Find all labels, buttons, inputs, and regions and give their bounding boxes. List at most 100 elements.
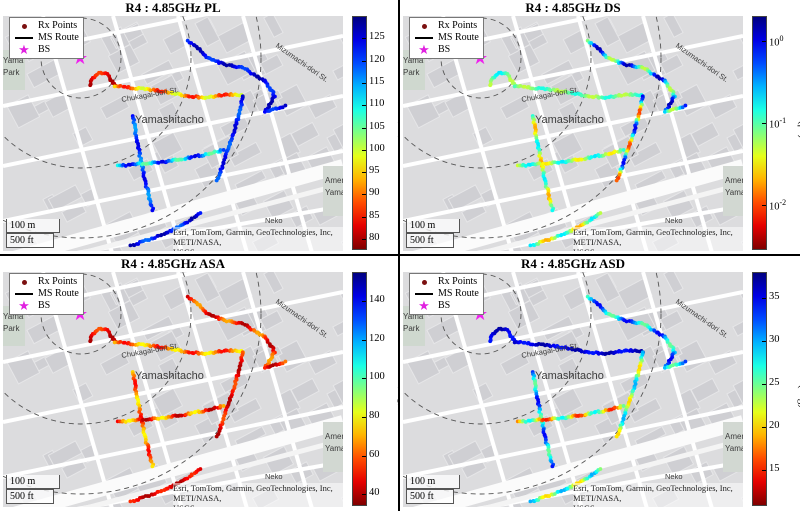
colorbar-tick (762, 469, 766, 471)
chart-panel: R4 : 4.85GHz PL Yamashitacho Chukagai-dori… (0, 0, 398, 255)
legend-route: MS Route (414, 32, 479, 44)
building-block (732, 117, 743, 149)
route-line-icon (415, 37, 433, 39)
park-area (3, 306, 25, 346)
chart-title: R4 : 4.85GHz DS (525, 0, 621, 15)
legend-bs-label: BS (38, 300, 51, 311)
rx-point (621, 161, 626, 166)
legend-rx-label: Rx Points (438, 276, 478, 287)
colorbar-tick-label: 80 (369, 410, 380, 421)
street (403, 34, 743, 108)
building-block (732, 57, 743, 81)
rx-point (518, 339, 523, 344)
rx-point (680, 105, 685, 110)
rx-point (196, 351, 201, 356)
rx-point (150, 464, 155, 469)
map-svg (3, 16, 343, 251)
colorbar-tick-label: 125 (369, 31, 385, 43)
rx-point (547, 193, 551, 198)
rx-dot-icon (421, 279, 427, 285)
rx-point (149, 459, 154, 464)
rx-point (618, 148, 623, 152)
rx-point (512, 84, 517, 89)
colorbar-tick-label: 140 (369, 294, 385, 305)
rx-point (185, 476, 190, 481)
rx-point (160, 89, 165, 94)
building-block (552, 387, 584, 418)
colorbar-tick (362, 82, 366, 84)
rx-point (566, 90, 571, 95)
colorbar-tick-label: 30 (769, 333, 780, 345)
rx-point (683, 103, 688, 108)
map-credit: Esri, TomTom, Garmin, GeoTechnologies, I… (173, 483, 343, 507)
colorbar-tick-label: 100 (369, 142, 385, 154)
rx-point (179, 157, 184, 162)
rx-point (189, 41, 194, 45)
legend-rx: Rx Points (14, 276, 79, 288)
rx-point (218, 148, 223, 152)
area-label: Yamashitacho (135, 114, 204, 126)
rx-point (147, 193, 151, 198)
basemap: Yamashitacho Chukagai-dori St. Mizumachi-d… (3, 16, 343, 251)
rx-point (604, 95, 608, 100)
rx-point (579, 413, 584, 418)
street (576, 272, 649, 507)
rx-point (556, 89, 561, 94)
colorbar-tick (362, 216, 366, 218)
scale-metric: 100 m (6, 219, 60, 233)
building-block (99, 95, 130, 120)
building-block (339, 280, 343, 315)
building-block (194, 272, 221, 304)
rx-dot-icon (21, 279, 27, 285)
rx-point (141, 161, 146, 166)
rx-point (613, 350, 618, 354)
building-block (594, 16, 621, 48)
rx-point (193, 409, 198, 414)
legend-rx-label: Rx Points (38, 20, 78, 31)
colorbar-tick (362, 339, 366, 341)
building-block (739, 280, 743, 315)
rx-point (179, 413, 184, 418)
rx-point (156, 89, 161, 94)
building-block (157, 101, 182, 126)
legend-route-label: MS Route (438, 288, 479, 299)
rx-point (604, 351, 608, 356)
rx-point (197, 154, 202, 159)
rx-point (541, 161, 546, 166)
map-credit: Esri, TomTom, Garmin, GeoTechnologies, I… (173, 227, 343, 251)
rx-point (189, 155, 194, 159)
street (576, 16, 649, 251)
building-block (675, 83, 709, 117)
building-block (259, 309, 284, 331)
poi-label: Yama (325, 188, 343, 197)
legend-bs-label: BS (438, 300, 451, 311)
rx-point (143, 437, 148, 442)
colorbar (352, 16, 367, 250)
rx-point (237, 364, 242, 369)
building-block (47, 440, 83, 469)
building-block (663, 16, 684, 38)
chart-title: R4 : 4.85GHz ASD (521, 256, 625, 271)
rx-dot-icon (21, 23, 27, 29)
rx-point (198, 467, 203, 471)
rx-point (166, 158, 171, 163)
rx-point (187, 350, 192, 355)
poi-label: Yama (325, 444, 343, 453)
poi-label: Amer (325, 176, 343, 185)
colorbar-tick (762, 122, 766, 124)
legend-bs: ★ BS (414, 43, 479, 56)
rx-point (221, 148, 226, 152)
colorbar-tick-label: 20 (769, 419, 780, 431)
rx-point (560, 89, 565, 94)
rx-point (537, 403, 542, 408)
rx-point (488, 82, 493, 86)
scale-bar: 100 m 500 ft (406, 219, 460, 248)
rx-point (683, 359, 688, 364)
legend-route-label: MS Route (438, 32, 479, 43)
rx-point (221, 161, 226, 166)
poi-label: Park (403, 324, 420, 333)
rx-point (197, 410, 202, 415)
divider (0, 254, 800, 256)
rx-point (618, 404, 623, 408)
map-svg (403, 272, 743, 507)
